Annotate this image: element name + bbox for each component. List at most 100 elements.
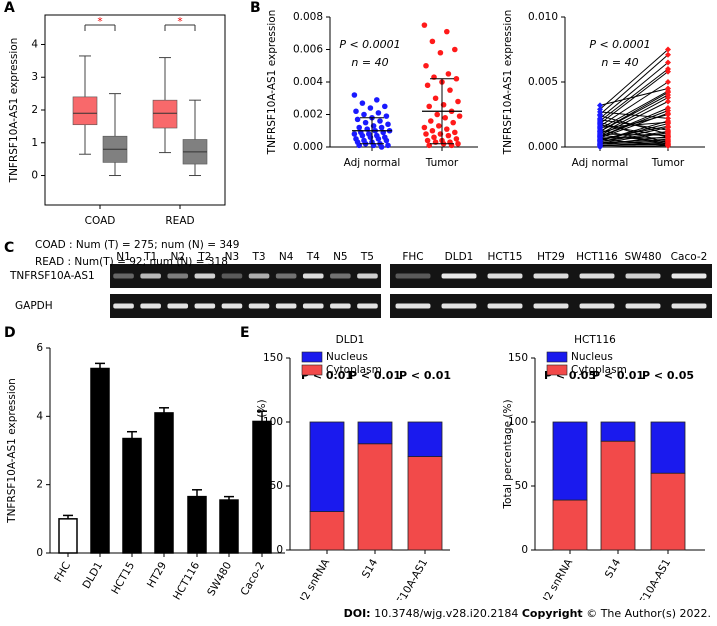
gel-band [330,303,351,309]
legend-swatch [301,351,323,363]
data-point [665,133,671,140]
x-tick-label: SW480 [205,560,234,598]
pair-line [599,81,669,127]
box [152,99,178,129]
data-point [423,62,429,69]
pair-line [599,143,669,147]
bar [219,499,239,554]
data-point [444,126,450,132]
legend-swatch [546,364,568,376]
bar-segment [552,421,588,501]
pair-line [599,71,669,124]
data-point [453,75,460,82]
x-tick-label: Tumor [651,157,685,169]
data-point [423,131,429,137]
data-point [351,131,358,137]
y-tick-label: 0 [31,170,38,182]
x-tick-label: U2 snRNA [296,556,333,600]
data-point [665,94,671,101]
data-point [434,111,441,118]
data-point [442,114,449,121]
lane-label: SW480 [624,251,661,263]
significance: * [97,16,102,28]
gel-band [395,273,431,279]
data-point [374,97,380,103]
x-tick-label: FHC [52,560,73,584]
data-point [597,144,603,150]
legend-swatch [546,351,568,363]
x-tick-label: HT29 [145,560,169,590]
bar-segment [309,511,345,551]
data-point [437,49,444,56]
figure-panels: A B C D E TNFRSF10A-AS1 GAPDH N1 T1 N2 T2 N3 T3 N4 T4 N… [4,0,712,600]
pair-line [599,127,669,143]
gel-band [275,303,297,309]
gel-band [579,273,615,279]
bar-segment [552,499,588,551]
panel-label: B [250,0,261,16]
legend-swatch [301,364,323,376]
bar [252,420,272,554]
lane-label: T3 [251,251,265,263]
significance: P < 0.01 [399,369,451,382]
data-point [382,103,388,110]
y-tick-label: 3 [31,71,38,83]
lane-label: N5 [333,251,348,263]
pair-line [599,101,669,136]
gel-band [357,273,378,279]
gel-band [194,273,216,279]
lane-label: Caco-2 [671,251,708,263]
lane-label: HT29 [537,251,565,263]
lane-label: HCT116 [576,251,618,263]
legend-label: Nucleus [571,351,613,363]
y-axis-label: TNFRSF10A-AS1 expression [8,38,20,184]
significance: P < 0.05 [642,369,694,382]
pair-line [599,97,669,135]
pair-line [599,88,669,106]
legend-label: Nucleus [326,351,368,363]
x-tick-label: COAD [85,215,116,227]
gel-band [113,303,134,309]
x-tick-label: Adj normal [572,157,629,169]
legend-label: Cytoplasm [571,364,627,376]
data-point [426,103,433,110]
y-tick-label: 2 [31,104,38,116]
data-point [354,116,361,123]
y-tick-label: 0 [521,544,528,556]
data-point [453,136,460,142]
data-point [385,142,391,149]
x-tick-label: HCT116 [171,560,202,600]
gel-band [487,303,523,309]
gel-band [221,273,243,279]
gel-band [140,273,161,279]
x-tick-label: READ [165,215,194,227]
data-point [665,79,671,85]
y-tick-label: 0.004 [293,76,323,88]
lane-label: T2 [197,251,211,263]
data-point [665,98,671,105]
data-point [385,121,391,128]
legend-label: Cytoplasm [326,364,382,376]
pair-line [599,90,669,130]
data-point [359,132,366,139]
gel-band [579,303,615,309]
pair-line [599,94,669,132]
footer: DOI: 10.3748/wjg.v28.i20.2184 Copyright … [344,607,711,620]
pair-line [599,54,669,115]
bar [187,495,207,554]
gel-band [357,303,378,309]
panel-label: D [4,325,16,341]
bar-segment [600,440,636,551]
data-point [351,92,358,98]
data-point [597,102,603,109]
data-point [424,82,431,89]
gel-band [395,303,431,309]
bar-segment [309,421,345,512]
data-point [378,124,385,131]
gel-band [487,273,523,279]
data-point [428,118,434,124]
y-tick-label: 2 [36,479,43,491]
y-axis-label: TNFRSF10A-AS1 expression [502,10,514,156]
doi: 10.3748/wjg.v28.i20.2184 [370,607,522,620]
data-point [383,113,390,119]
